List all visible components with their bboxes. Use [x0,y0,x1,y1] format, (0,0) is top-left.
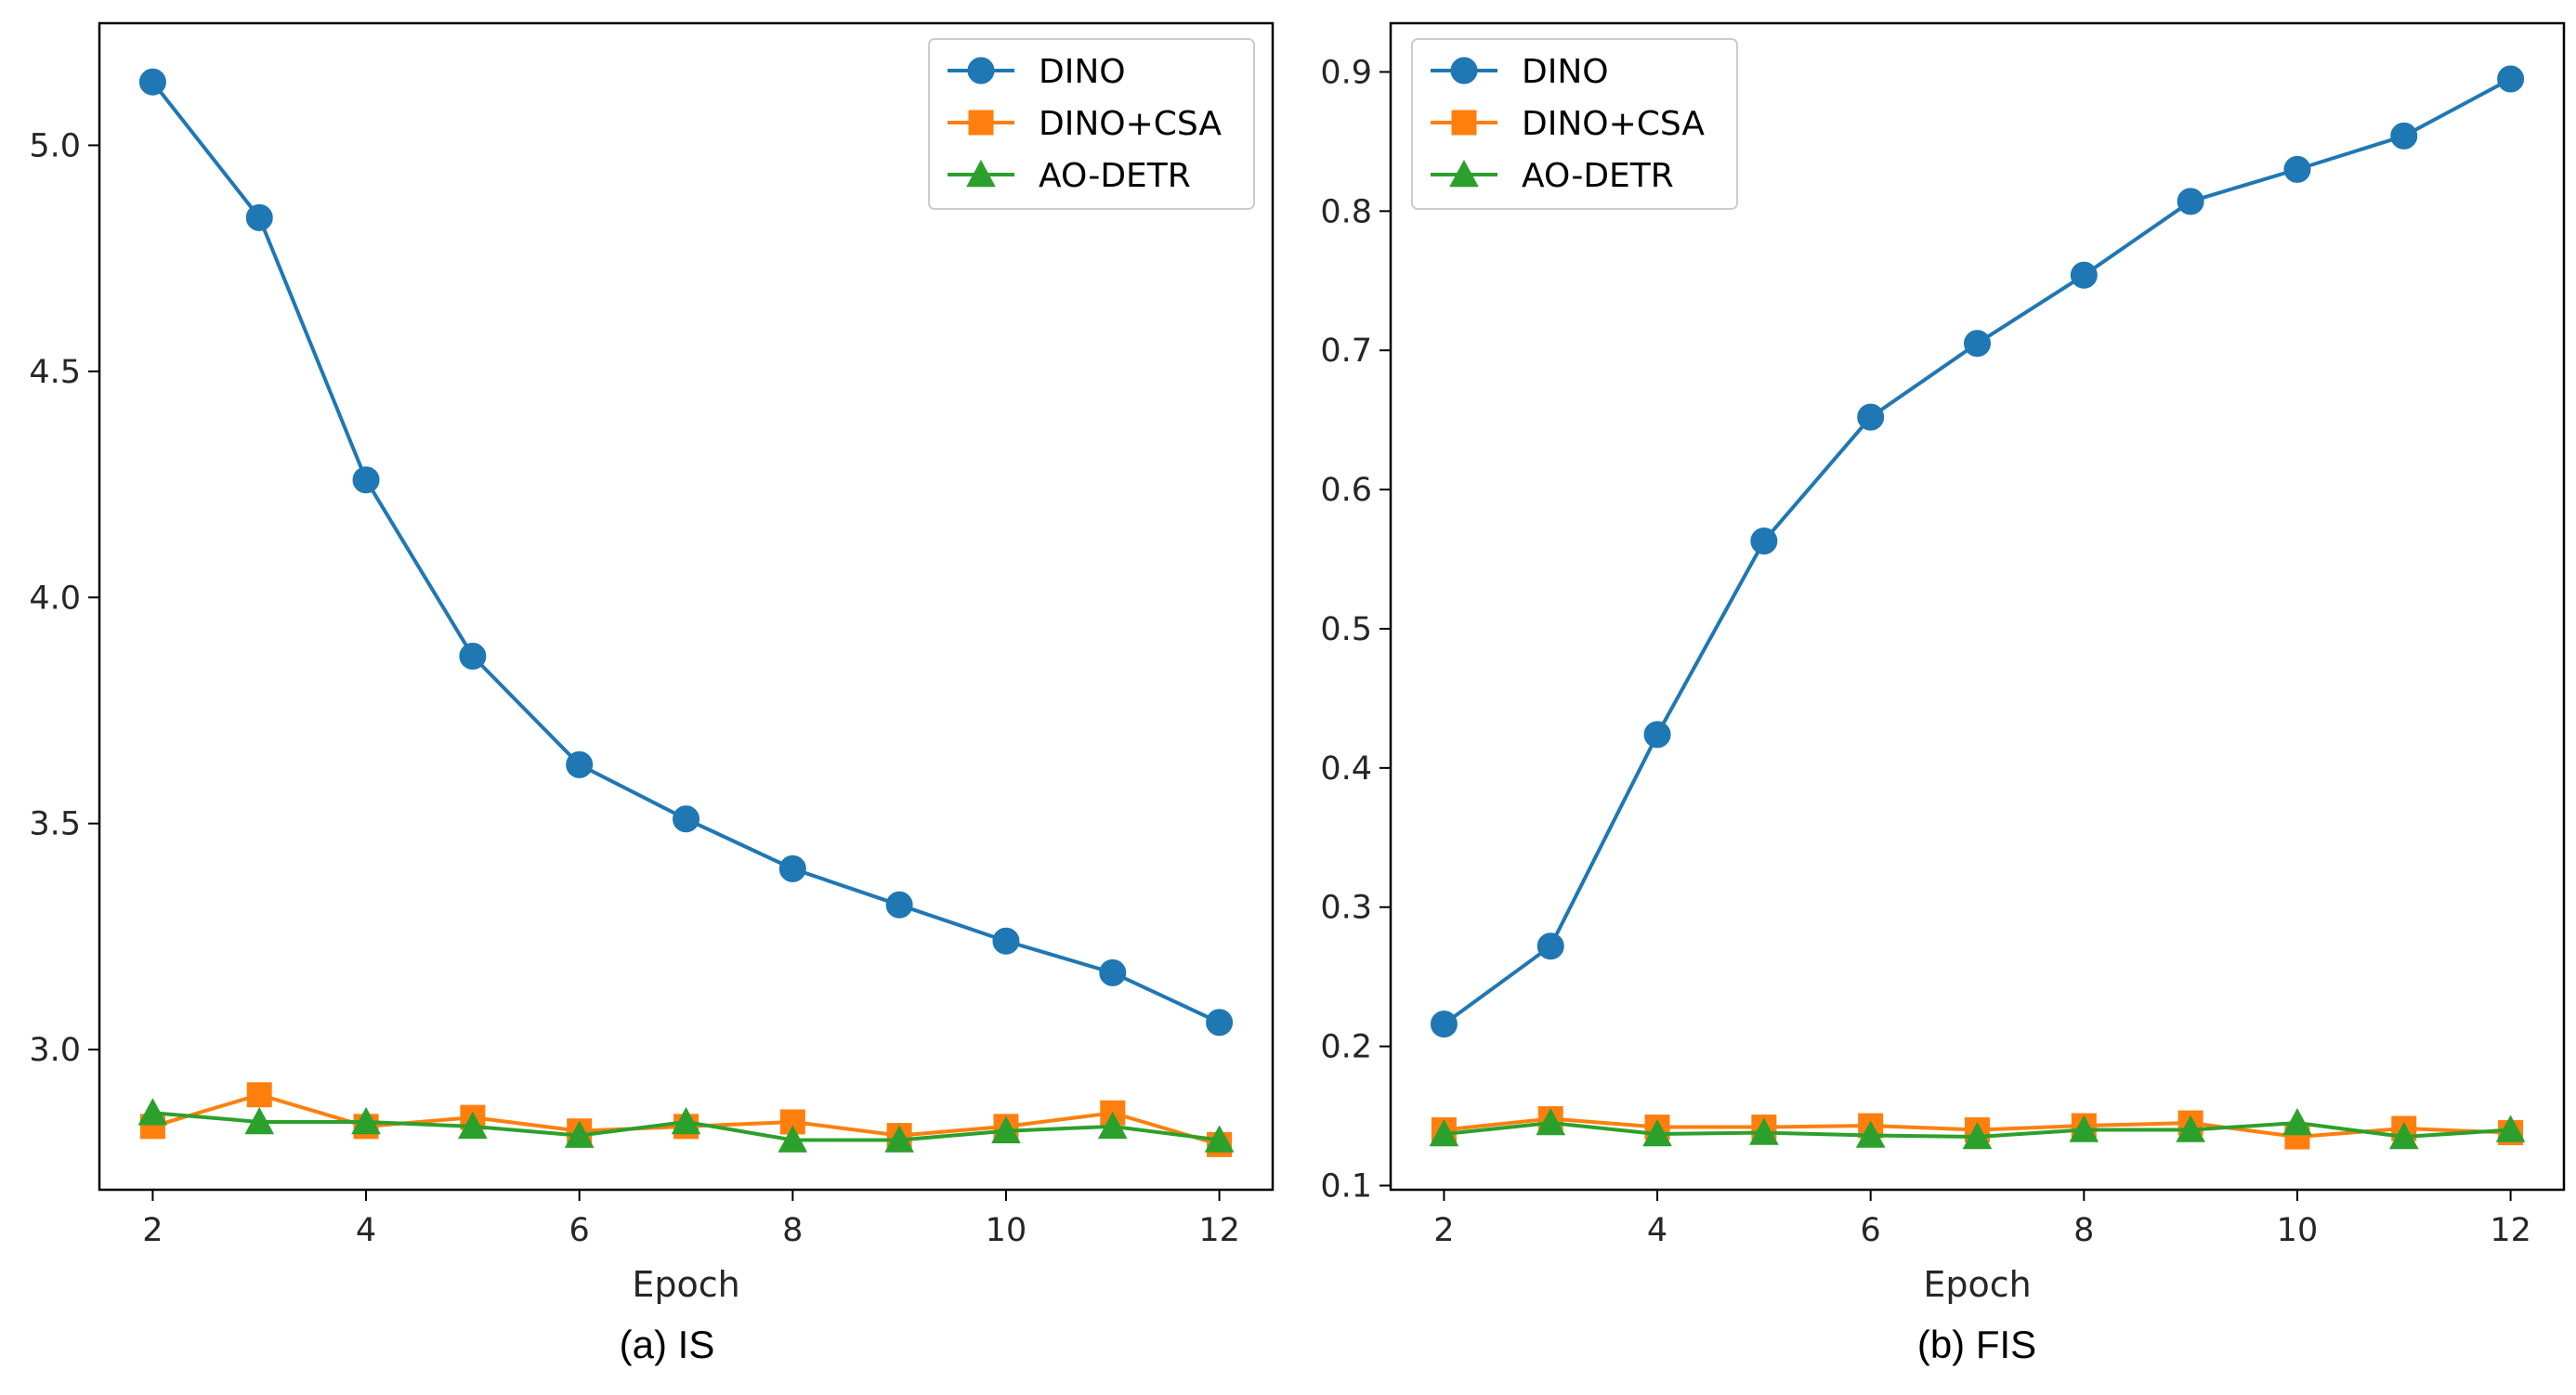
data-point-dino [673,805,700,833]
data-point-ao-detr [2388,1121,2419,1150]
legend: DINO DINO+CSA AO-DETR [928,38,1255,210]
x-axis-label: Epoch [632,1264,739,1305]
x-tick-label: 4 [356,1212,376,1249]
y-tick-label: 0.8 [1320,193,1372,230]
x-tick-label: 12 [2490,1212,2531,1249]
data-point-dino [992,927,1020,955]
data-point-dino [1536,932,1564,960]
plot-frame [1389,21,2566,1192]
y-tick-label: 0.5 [1320,611,1372,648]
data-point-dino [2177,188,2204,215]
data-point-ao-detr [351,1106,381,1135]
data-point-dino [2283,155,2311,183]
legend: DINO DINO+CSA AO-DETR [1411,38,1738,210]
legend-label: AO-DETR [1522,157,1674,195]
series-line-dino [150,81,1221,1024]
data-point-ao-detr [991,1115,1021,1143]
figure-caption: (a) IS [620,1323,715,1366]
data-point-ao-detr [2495,1115,2526,1142]
legend-box [1411,38,1738,210]
data-point-ao-detr [1204,1125,1235,1153]
x-tick-label: 2 [142,1212,163,1249]
data-point-dino [566,750,594,778]
data-point-dino [1750,528,1778,555]
data-point-dino [245,203,273,231]
figure-caption: (b) FIS [1917,1323,2036,1366]
y-tick-label: 0.9 [1320,54,1372,91]
y-tick-label: 0.3 [1320,890,1372,927]
legend-label: DINO [1522,53,1609,91]
data-point-ao-detr [244,1106,275,1135]
x-tick-label: 2 [1433,1212,1454,1249]
data-point-ao-detr [458,1111,488,1140]
data-point-dino [352,466,380,494]
plot-frame [98,21,1275,1192]
legend-marker [1449,159,1479,188]
data-point-ao-detr [1097,1111,1128,1140]
data-point-ao-detr [1536,1108,1566,1136]
data-point-dino [2070,261,2098,289]
x-tick-label: 12 [1198,1212,1240,1249]
data-point-dino [885,891,913,919]
data-point-ao-detr [1855,1120,1886,1148]
data-point-ao-detr [564,1120,595,1148]
y-tick-label: 0.2 [1320,1029,1372,1066]
legend-label: AO-DETR [1039,157,1191,195]
y-tick-label: 4.0 [29,580,81,617]
data-point-ao-detr [884,1125,914,1153]
y-tick-label: 0.1 [1320,1168,1372,1206]
data-point-dino [2390,122,2418,150]
data-point-ao-detr [2069,1115,2099,1142]
data-point-ao-detr [1749,1117,1779,1145]
data-point-ao-detr [1962,1121,1993,1150]
y-tick-label: 3.5 [29,806,81,843]
y-tick-label: 0.7 [1320,332,1372,370]
data-point-dino [1099,958,1127,986]
legend-marker [968,110,994,136]
legend-marker [1450,57,1478,85]
data-point-ao-detr [778,1125,808,1153]
y-tick-label: 4.5 [29,354,81,391]
x-tick-label: 10 [986,1212,1027,1249]
x-tick-label: 6 [569,1212,590,1249]
x-tick-label: 8 [782,1212,803,1249]
data-point-dino [1964,330,1991,358]
x-tick-label: 8 [2073,1212,2094,1249]
y-tick-label: 5.0 [29,127,81,164]
data-point-dino [459,643,487,671]
panel-b: 2 4 6 8 10 12 0.1 0.2 0.3 0.4 0.5 0.6 0.7 0.8 0.9 Epoch… [1320,21,2566,1366]
legend-marker [966,159,996,188]
data-point-ao-detr [137,1098,168,1126]
data-point-dino-csa [246,1082,272,1108]
legend-marker [967,57,995,85]
legend-label: DINO [1039,53,1126,91]
data-point-dino [1643,721,1671,749]
legend-marker [1451,110,1477,136]
x-tick-label: 6 [1861,1212,1881,1249]
series-line-dino [1443,77,2512,1026]
data-point-dino [1206,1009,1234,1036]
data-point-ao-detr [1429,1118,1459,1147]
data-point-ao-detr [2282,1108,2312,1136]
data-point-ao-detr [2176,1115,2205,1142]
legend-label: DINO+CSA [1039,105,1222,143]
x-axis-label: Epoch [1923,1264,2031,1305]
x-tick-label: 4 [1647,1212,1667,1249]
data-point-dino [1430,1010,1458,1038]
legend-box [928,38,1255,210]
y-tick-label: 0.6 [1320,472,1372,509]
x-tick-label: 10 [2277,1212,2319,1249]
data-point-ao-detr [1642,1118,1672,1147]
legend-label: DINO+CSA [1522,105,1705,143]
data-point-dino [2497,65,2525,93]
data-point-ao-detr [671,1106,701,1135]
y-tick-label: 3.0 [29,1032,81,1069]
data-point-dino [778,854,806,882]
data-point-dino [1857,403,1885,431]
data-point-dino [138,68,166,96]
y-tick-label: 0.4 [1320,750,1372,788]
